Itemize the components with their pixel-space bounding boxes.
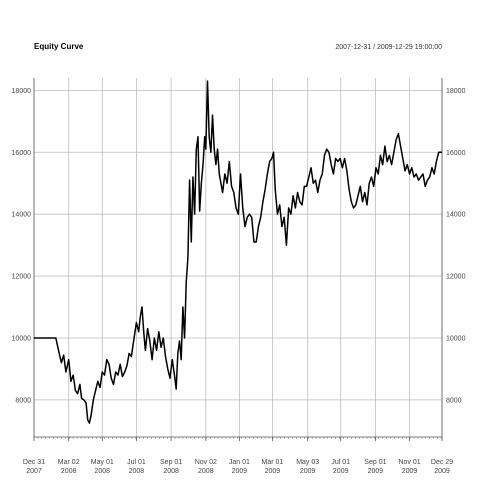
y-tick-label-right: 16000 xyxy=(446,150,466,157)
axes: 8000 8000 10000 10000 12000 12000 14000 14000 16… xyxy=(12,78,466,475)
chart-date-range: 2007-12-31 / 2009-12-29 19:00:00 xyxy=(335,44,442,51)
x-tick-label: Jan 01 2009 xyxy=(229,459,250,475)
series-layer xyxy=(34,80,442,424)
y-tick-label-left: 18000 xyxy=(12,88,32,95)
x-tick-label: May 01 2008 xyxy=(91,459,114,475)
y-tick-label-right: 12000 xyxy=(446,274,466,281)
x-tick-label: Jul 01 2009 xyxy=(331,459,350,475)
x-tick-label: Sep 01 2008 xyxy=(160,459,182,475)
x-tick-label: May 03 2009 xyxy=(296,459,319,475)
y-tick-label-right: 18000 xyxy=(446,88,466,95)
x-tick-label: Mar 02 2008 xyxy=(58,459,80,475)
y-tick-label-right: 8000 xyxy=(446,397,462,404)
x-tick-label: Mar 01 2009 xyxy=(262,459,284,475)
equity-series-line xyxy=(34,80,442,424)
x-tick-label: Jul 01 2008 xyxy=(127,459,146,475)
y-tick-label-right: 14000 xyxy=(446,212,466,219)
chart-title: Equity Curve xyxy=(34,42,84,51)
y-tick-label-left: 16000 xyxy=(12,150,32,157)
x-tick-label: Nov 01 2009 xyxy=(398,459,420,475)
x-tick-label: Nov 02 2008 xyxy=(195,459,217,475)
y-tick-label-left: 14000 xyxy=(12,212,32,219)
x-tick-label: Dec 31 2007 xyxy=(23,459,45,475)
y-tick-label-left: 8000 xyxy=(15,397,31,404)
y-tick-label-left: 10000 xyxy=(12,335,32,342)
y-tick-label-left: 12000 xyxy=(12,274,32,281)
x-tick-label: Dec 29 2009 xyxy=(431,459,453,475)
grid xyxy=(33,78,443,437)
y-tick-label-right: 10000 xyxy=(446,335,466,342)
x-tick-label: Sep 01 2009 xyxy=(364,459,386,475)
